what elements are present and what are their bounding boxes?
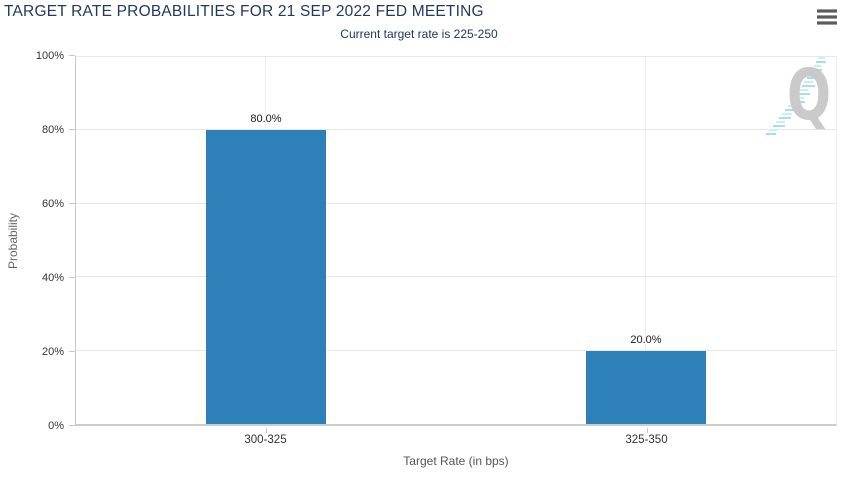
chart-title: TARGET RATE PROBABILITIES FOR 21 SEP 202… xyxy=(4,3,484,20)
x-tick-label-325-350: 325-350 xyxy=(625,434,668,446)
gridline-40 xyxy=(76,276,836,278)
bar-value-label: 80.0% xyxy=(250,113,282,126)
y-tick-label: 20% xyxy=(41,346,64,358)
chart-subtitle: Current target rate is 225-250 xyxy=(340,27,498,41)
gridline-cat-2 xyxy=(645,57,646,424)
x-tick-label-300-325: 300-325 xyxy=(244,434,287,446)
y-tick-label: 100% xyxy=(35,50,64,62)
diagonal-dashes-icon xyxy=(766,57,826,135)
menu-bar xyxy=(817,21,837,25)
hamburger-menu-icon[interactable] xyxy=(817,9,837,27)
q-letter-icon: Q xyxy=(787,54,831,136)
quikstrike-watermark-icon: Q xyxy=(766,54,831,136)
y-axis-ticks xyxy=(69,55,75,426)
gridline-80 xyxy=(76,129,836,131)
x-tick xyxy=(265,428,267,433)
bar-325-350[interactable] xyxy=(586,350,706,424)
y-tick-label: 40% xyxy=(41,272,64,284)
y-tick-label: 80% xyxy=(41,124,64,136)
bar-value-label: 20.0% xyxy=(630,333,662,346)
bar-300-325[interactable] xyxy=(206,130,326,424)
menu-bar xyxy=(817,9,837,13)
gridline-60 xyxy=(76,202,836,204)
y-tick xyxy=(69,203,75,204)
y-tick xyxy=(69,277,75,278)
gridline-20 xyxy=(76,349,836,351)
y-axis-labels: 100% 80% 60% 40% 20% 0% xyxy=(18,50,64,432)
y-tick xyxy=(69,129,75,130)
y-tick xyxy=(69,55,75,56)
menu-bar xyxy=(817,15,837,19)
x-axis-title: Target Rate (in bps) xyxy=(403,454,509,468)
plot-area: Q 80.0% 20.0% xyxy=(75,54,837,426)
y-tick-label: 0% xyxy=(48,420,64,432)
y-tick-label: 60% xyxy=(41,198,64,210)
y-tick xyxy=(69,351,75,352)
y-tick xyxy=(69,425,75,426)
x-tick xyxy=(646,428,648,433)
x-axis: 300-325 325-350 xyxy=(75,428,837,452)
